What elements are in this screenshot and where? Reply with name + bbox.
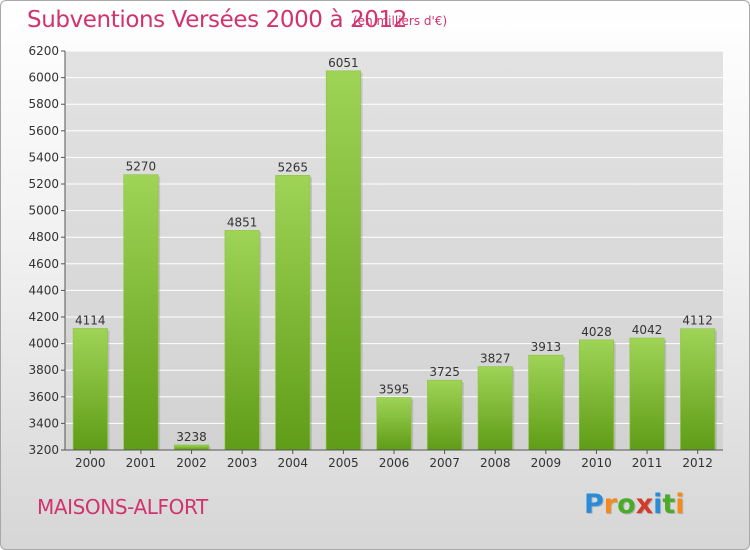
y-tick-label: 4400 xyxy=(28,283,59,297)
bar-2005[interactable] xyxy=(325,70,361,451)
bar-2011[interactable] xyxy=(629,337,665,451)
y-tick-label: 4600 xyxy=(28,257,59,271)
y-tick-label: 3800 xyxy=(28,363,59,377)
y-tick-label: 6200 xyxy=(28,44,59,58)
y-tick-label: 5400 xyxy=(28,150,59,164)
bar-2003[interactable] xyxy=(224,230,260,451)
chart-title: Subventions Versées 2000 à 2012 xyxy=(27,7,407,33)
x-tick-label-2002: 2002 xyxy=(176,456,207,470)
data-label-2007: 3725 xyxy=(429,365,460,379)
x-tick-label-2006: 2006 xyxy=(379,456,410,470)
x-tick-label-2009: 2009 xyxy=(531,456,562,470)
data-label-2010: 4028 xyxy=(581,325,612,339)
x-tick-label-2007: 2007 xyxy=(429,456,460,470)
data-label-2001: 5270 xyxy=(126,160,157,174)
data-label-2002: 3238 xyxy=(176,430,207,444)
data-labels: 4114 5270 3238 4851 5265 6051 3595 3725 3827 3913… xyxy=(75,56,713,444)
data-label-2000: 4114 xyxy=(75,313,106,327)
x-tick-label-2000: 2000 xyxy=(75,456,106,470)
x-tick-label-2011: 2011 xyxy=(632,456,663,470)
bar-2004[interactable] xyxy=(275,175,311,451)
bar-2001[interactable] xyxy=(123,174,159,451)
data-label-2005: 6051 xyxy=(328,56,359,70)
bar-2010[interactable] xyxy=(578,339,614,451)
chart-unit-note: (en milliers d'€) xyxy=(353,14,448,28)
y-tick-label: 4200 xyxy=(28,310,59,324)
city-name: MAISONS-ALFORT xyxy=(37,495,208,519)
y-tick-label: 5200 xyxy=(28,177,59,191)
x-tick-label-2001: 2001 xyxy=(126,456,157,470)
bar-2006[interactable] xyxy=(376,397,412,451)
bar-2009[interactable] xyxy=(528,354,564,451)
proxiti-logo[interactable]: Proxiti xyxy=(584,489,685,520)
data-label-2006: 3595 xyxy=(379,382,410,396)
y-tick-label: 4800 xyxy=(28,230,59,244)
y-tick-label: 6000 xyxy=(28,71,59,85)
y-tick-label: 3600 xyxy=(28,390,59,404)
y-tick-label: 5800 xyxy=(28,97,59,111)
x-axis-ticks: 2000 2001 2002 2003 2004 2005 2006 2007 2008 2009… xyxy=(65,449,723,470)
bar-2012[interactable] xyxy=(680,328,716,451)
x-tick-label-2005: 2005 xyxy=(328,456,359,470)
data-label-2004: 5265 xyxy=(277,160,308,174)
y-tick-label: 5000 xyxy=(28,204,59,218)
x-tick-label-2008: 2008 xyxy=(480,456,511,470)
bar-2000[interactable] xyxy=(72,328,108,451)
y-tick-label: 5600 xyxy=(28,124,59,138)
x-tick-label-2010: 2010 xyxy=(581,456,612,470)
bar-2008[interactable] xyxy=(477,366,513,451)
x-tick-label-2003: 2003 xyxy=(227,456,258,470)
data-label-2011: 4042 xyxy=(632,323,663,337)
y-tick-label: 3400 xyxy=(28,416,59,430)
y-tick-label: 3200 xyxy=(28,443,59,457)
bars xyxy=(72,70,717,451)
y-tick-label: 4000 xyxy=(28,337,59,351)
data-label-2003: 4851 xyxy=(227,215,258,229)
data-label-2008: 3827 xyxy=(480,352,511,366)
x-tick-label-2004: 2004 xyxy=(277,456,308,470)
bar-2002[interactable] xyxy=(174,444,210,451)
data-label-2009: 3913 xyxy=(531,340,562,354)
data-label-2012: 4112 xyxy=(682,314,713,328)
bar-2007[interactable] xyxy=(427,379,463,451)
x-tick-label-2012: 2012 xyxy=(682,456,713,470)
y-axis-ticks: 3200 3400 3600 3800 4000 4200 4400 4600 4800 5000… xyxy=(28,44,66,457)
